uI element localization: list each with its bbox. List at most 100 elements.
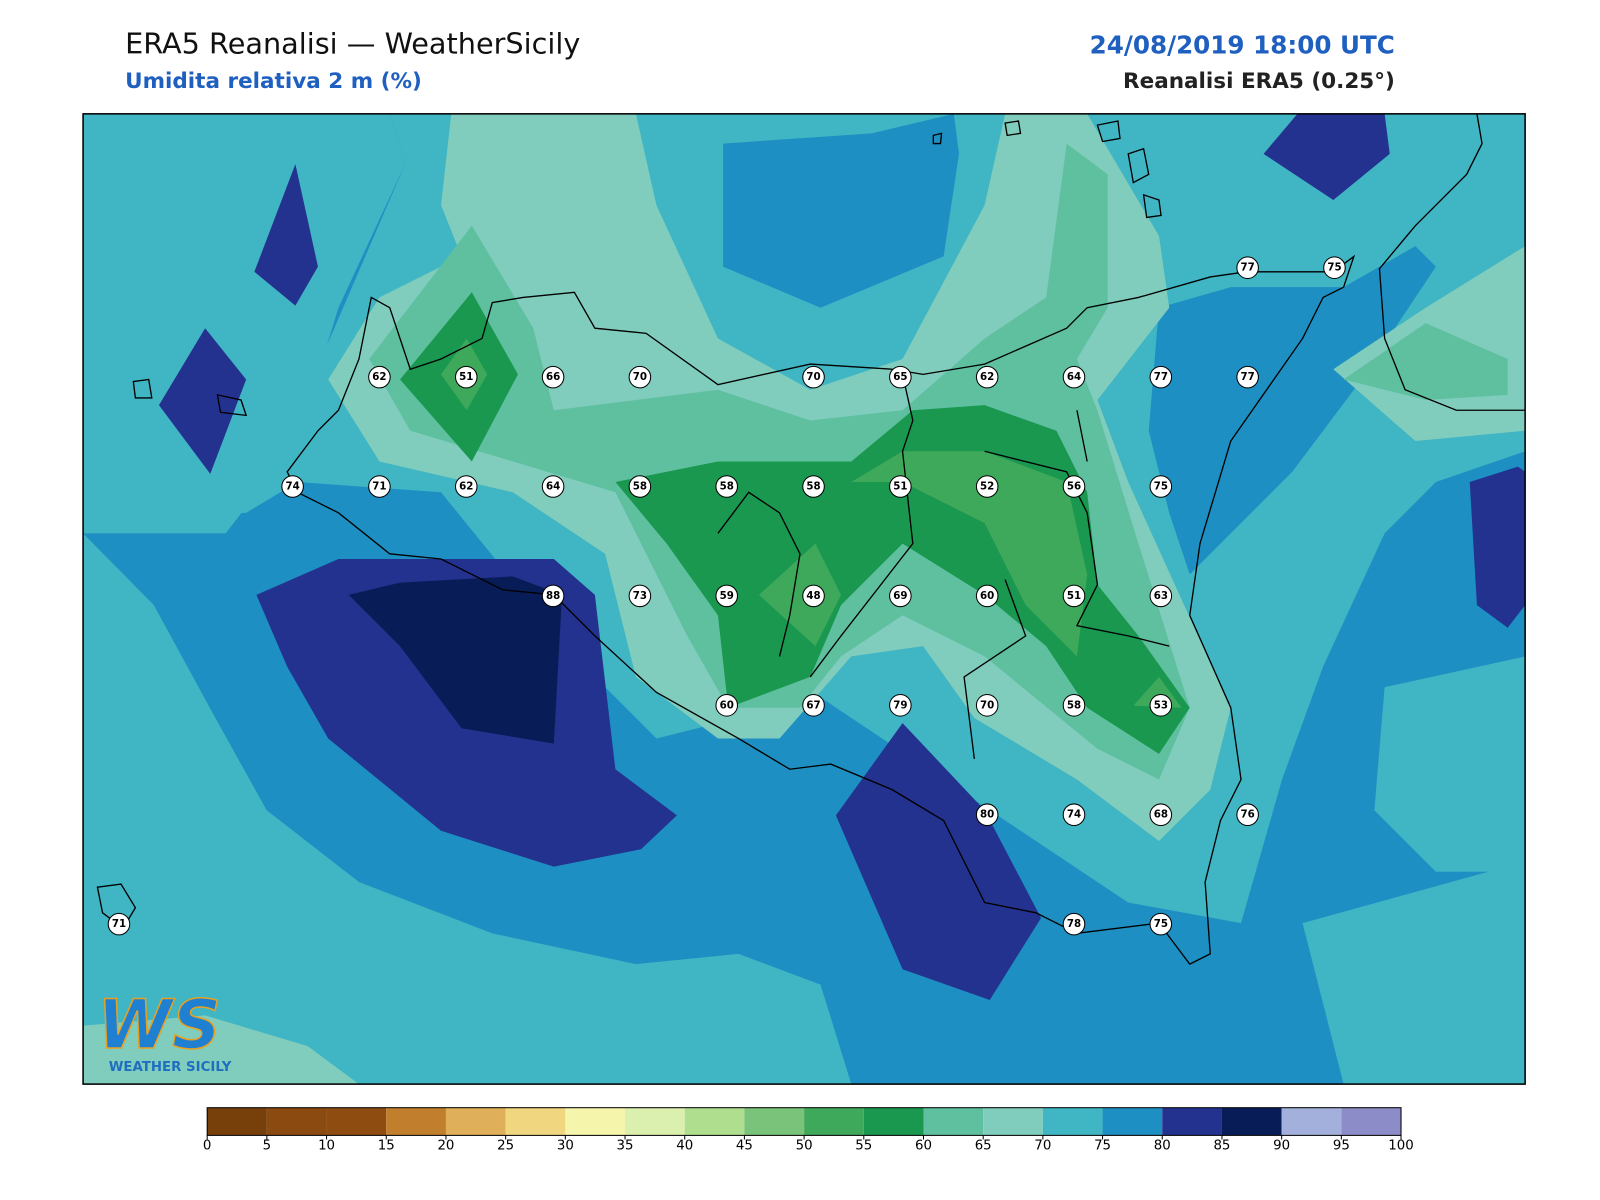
colorbar-tick-label: 60 (915, 1138, 932, 1153)
logo: WS WEATHER SICILY (97, 984, 232, 1075)
station-value: 51 (893, 481, 907, 493)
colorbar-bin (744, 1107, 805, 1136)
station-value: 77 (1241, 371, 1255, 383)
colorbar-tick-label: 40 (676, 1138, 693, 1153)
map-frame (82, 113, 1526, 1085)
station-value: 70 (980, 699, 994, 711)
station-marker (975, 475, 999, 498)
station-marker (1236, 803, 1259, 826)
station-value: 71 (372, 481, 386, 493)
station-marker (889, 694, 912, 717)
colorbar: 0 5 10 15 20 25 30 35 40 45 50 55 60 65 70 75 80 85 90 95 10… (203, 1107, 1414, 1153)
colorbar-tick-label: 70 (1034, 1138, 1051, 1153)
colorbar-tick-label: 65 (975, 1138, 992, 1153)
contour-map (83, 113, 1526, 1085)
station-value: 78 (1067, 918, 1081, 930)
station-value: 70 (633, 371, 647, 383)
station-marker (628, 584, 652, 608)
station-value: 76 (1241, 809, 1255, 821)
station-marker (889, 475, 912, 498)
colorbar-bin (1341, 1107, 1402, 1136)
colorbar-bin (445, 1107, 506, 1136)
station-marker (802, 365, 825, 389)
station-marker (975, 584, 999, 608)
colorbar-tick-label: 80 (1154, 1138, 1171, 1153)
station-marker (1236, 256, 1259, 279)
station-marker (1149, 694, 1173, 717)
logo-mark: WS (97, 985, 220, 1064)
station-marker (1149, 803, 1173, 826)
colorbar-tick-label: 0 (203, 1138, 211, 1153)
station-marker (281, 475, 304, 498)
station-marker (1149, 912, 1173, 936)
station-value: 51 (459, 371, 473, 383)
colorbar-tick-label: 35 (617, 1138, 634, 1153)
station-value: 59 (720, 590, 734, 602)
colorbar-bin (684, 1107, 745, 1136)
station-labels: 77 75 62 51 66 70 70 65 62 64 77 77 74 71 62 64 58 58 58 51… (107, 256, 1346, 936)
source: Reanalisi ERA5 (0.25°) (1123, 69, 1395, 94)
station-value: 65 (893, 371, 907, 383)
station-value: 58 (720, 481, 734, 493)
station-marker (1062, 475, 1086, 498)
colorbar-tick-label: 45 (736, 1138, 753, 1153)
station-value: 60 (720, 699, 734, 711)
colorbar-tick-label: 75 (1094, 1138, 1111, 1153)
station-value: 53 (1154, 699, 1168, 711)
station-value: 70 (806, 371, 820, 383)
station-marker (454, 365, 478, 389)
station-value: 48 (806, 590, 820, 602)
colorbar-bin (266, 1107, 327, 1136)
station-marker (802, 584, 825, 608)
station-value: 56 (1067, 481, 1081, 493)
station-marker (541, 475, 565, 498)
station-marker (1323, 256, 1346, 279)
colorbar-tick-label: 25 (497, 1138, 514, 1153)
station-marker (541, 584, 565, 608)
station-value: 77 (1154, 371, 1168, 383)
station-value: 75 (1154, 918, 1168, 930)
colorbar-bin (326, 1107, 387, 1136)
station-marker (628, 365, 652, 389)
colorbar-bin (863, 1107, 924, 1136)
station-marker (715, 584, 738, 608)
station-marker (368, 365, 391, 389)
station-value: 73 (633, 590, 647, 602)
station-value: 74 (1067, 809, 1081, 821)
station-marker (1149, 365, 1173, 389)
colorbar-bin (1102, 1107, 1163, 1136)
subtitle: Umidita relativa 2 m (%) (125, 69, 422, 94)
colorbar-bin (1281, 1107, 1342, 1136)
station-value: 62 (372, 371, 386, 383)
station-value: 64 (1067, 371, 1081, 383)
station-marker (975, 694, 999, 717)
station-value: 64 (546, 481, 560, 493)
station-marker (889, 365, 912, 389)
station-marker (368, 475, 391, 498)
station-value: 80 (980, 809, 994, 821)
title: ERA5 Reanalisi — WeatherSicily (125, 26, 580, 60)
station-value: 75 (1154, 481, 1168, 493)
station-value: 60 (980, 590, 994, 602)
station-value: 75 (1327, 262, 1341, 274)
colorbar-tick-label: 100 (1388, 1138, 1413, 1153)
station-marker (1149, 584, 1173, 608)
station-marker (975, 365, 999, 389)
colorbar-tick-label: 10 (318, 1138, 335, 1153)
station-value: 58 (1067, 699, 1081, 711)
station-marker (715, 694, 738, 717)
colorbar-tick-label: 5 (263, 1138, 271, 1153)
station-marker (715, 475, 738, 498)
station-marker (107, 912, 131, 936)
station-marker (1062, 584, 1086, 608)
colorbar-bin (1042, 1107, 1103, 1136)
station-marker (802, 694, 825, 717)
logo-text: WEATHER SICILY (109, 1060, 232, 1075)
coastline (96, 113, 1526, 965)
station-marker (802, 475, 825, 498)
station-value: 69 (893, 590, 907, 602)
colorbar-tick-label: 90 (1273, 1138, 1290, 1153)
colorbar-tick-label: 55 (855, 1138, 872, 1153)
